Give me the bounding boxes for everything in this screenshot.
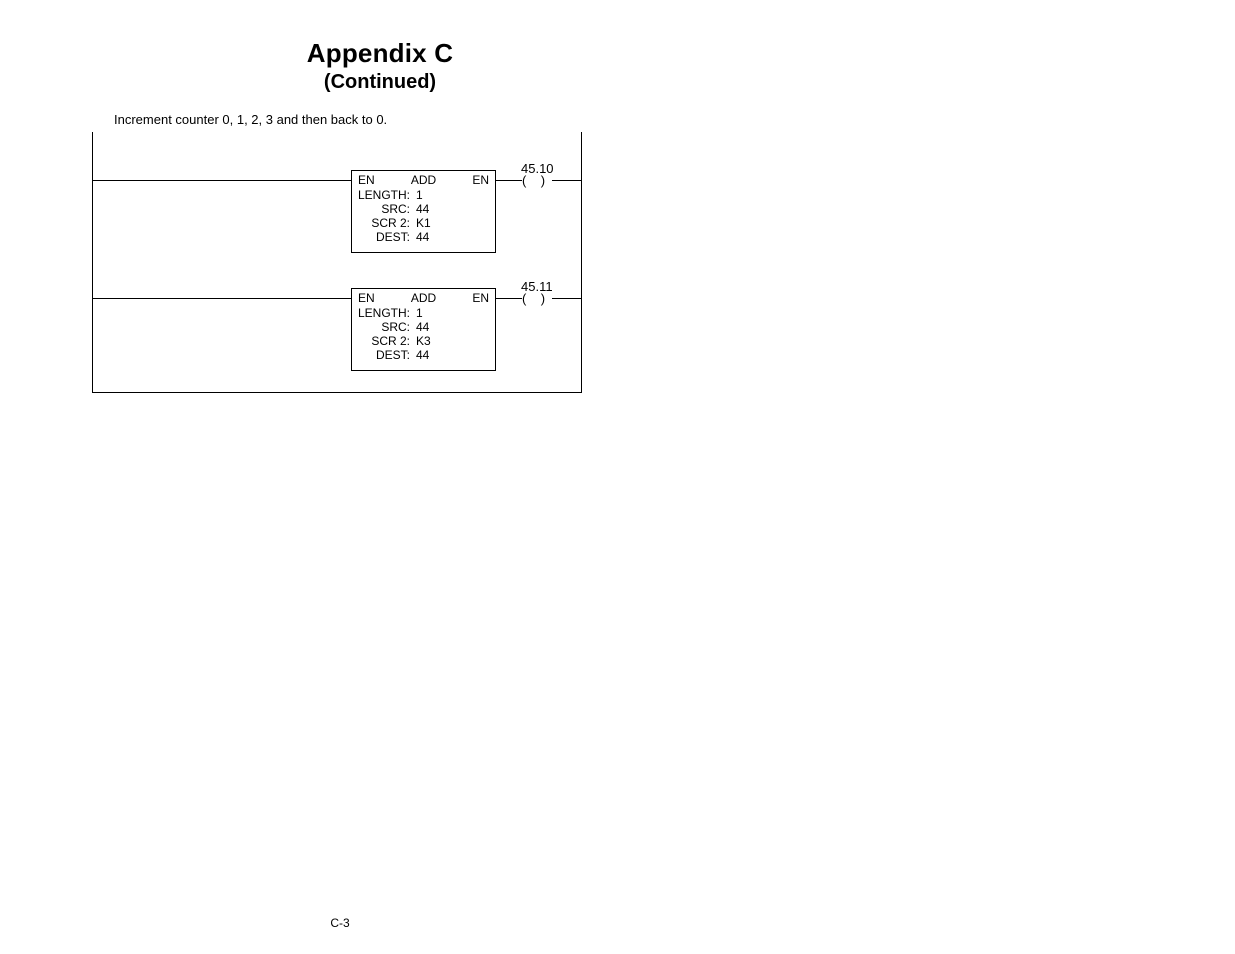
instruction-block: EN ADD EN LENGTH:1 SRC:44 SCR 2:K3 DEST:… — [351, 288, 496, 371]
output-coil: ( ) — [522, 291, 545, 306]
block-params: LENGTH:1 SRC:44 SCR 2:K1 DEST:44 — [352, 188, 495, 244]
block-en-right: EN — [472, 173, 489, 187]
param-row: LENGTH:1 — [358, 306, 489, 320]
title-block: Appendix C (Continued) — [90, 0, 670, 94]
param-key: SCR 2: — [358, 216, 416, 230]
param-key: LENGTH: — [358, 188, 416, 202]
param-row: SRC:44 — [358, 202, 489, 216]
param-value: 1 — [416, 188, 489, 202]
block-op: ADD — [411, 173, 436, 187]
param-row: SCR 2:K3 — [358, 334, 489, 348]
page-subtitle: (Continued) — [90, 71, 670, 94]
param-value: 44 — [416, 230, 489, 244]
param-value: K1 — [416, 216, 489, 230]
document-page: Appendix C (Continued) Increment counter… — [0, 0, 1235, 954]
param-row: SRC:44 — [358, 320, 489, 334]
page-title: Appendix C — [90, 38, 670, 69]
rung-wire — [496, 180, 522, 181]
param-value: 44 — [416, 320, 489, 334]
rung-wire — [552, 298, 582, 299]
block-op: ADD — [411, 291, 436, 305]
param-key: DEST: — [358, 348, 416, 362]
block-en-left: EN — [358, 291, 375, 305]
ladder-diagram-frame: EN ADD EN LENGTH:1 SRC:44 SCR 2:K1 DEST:… — [92, 132, 582, 393]
figure-caption: Increment counter 0, 1, 2, 3 and then ba… — [114, 112, 1235, 127]
rung-wire — [93, 298, 351, 299]
rung-wire — [552, 180, 582, 181]
instruction-block: EN ADD EN LENGTH:1 SRC:44 SCR 2:K1 DEST:… — [351, 170, 496, 253]
param-key: SRC: — [358, 202, 416, 216]
param-row: DEST:44 — [358, 348, 489, 362]
param-key: DEST: — [358, 230, 416, 244]
param-value: K3 — [416, 334, 489, 348]
param-value: 44 — [416, 348, 489, 362]
output-coil: ( ) — [522, 173, 545, 188]
param-row: SCR 2:K1 — [358, 216, 489, 230]
param-key: SRC: — [358, 320, 416, 334]
param-value: 44 — [416, 202, 489, 216]
param-value: 1 — [416, 306, 489, 320]
block-en-left: EN — [358, 173, 375, 187]
block-header: EN ADD EN — [352, 171, 495, 188]
block-header: EN ADD EN — [352, 289, 495, 306]
page-number: C-3 — [0, 916, 680, 930]
block-params: LENGTH:1 SRC:44 SCR 2:K3 DEST:44 — [352, 306, 495, 362]
param-key: SCR 2: — [358, 334, 416, 348]
param-row: DEST:44 — [358, 230, 489, 244]
block-en-right: EN — [472, 291, 489, 305]
rung-wire — [496, 298, 522, 299]
param-key: LENGTH: — [358, 306, 416, 320]
param-row: LENGTH:1 — [358, 188, 489, 202]
rung-wire — [93, 180, 351, 181]
